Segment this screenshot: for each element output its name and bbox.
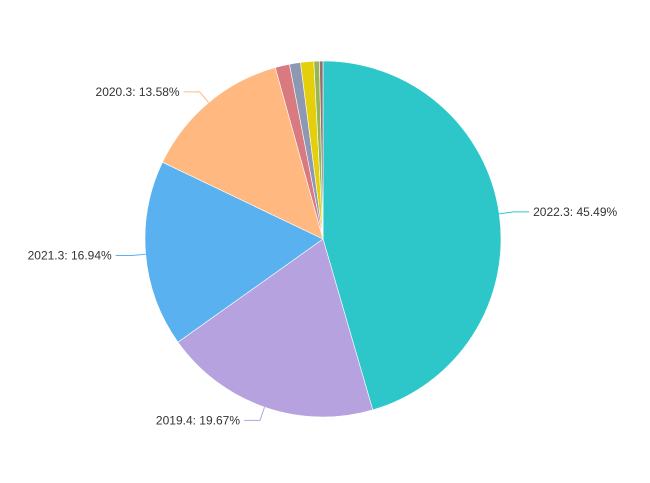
slice-label: 2021.3: 16.94% xyxy=(28,249,112,263)
pie-slices xyxy=(144,60,502,418)
label-leader-line xyxy=(244,406,265,421)
pie-labels: 2022.3: 45.49% 2019.4: 19.67% 2021.3: 16.9… xyxy=(28,85,618,427)
slice-label: 2022.3: 45.49% xyxy=(533,205,617,219)
label-leader-line xyxy=(115,253,146,256)
pie-slice-unlabeled-8[interactable] xyxy=(319,60,324,240)
label-leader-line xyxy=(183,91,209,103)
slice-label: 2020.3: 13.58% xyxy=(96,85,180,99)
pie-slice-2020-3[interactable] xyxy=(162,67,324,240)
slice-label: 2019.4: 19.67% xyxy=(156,413,240,427)
label-leader-line xyxy=(499,211,530,215)
